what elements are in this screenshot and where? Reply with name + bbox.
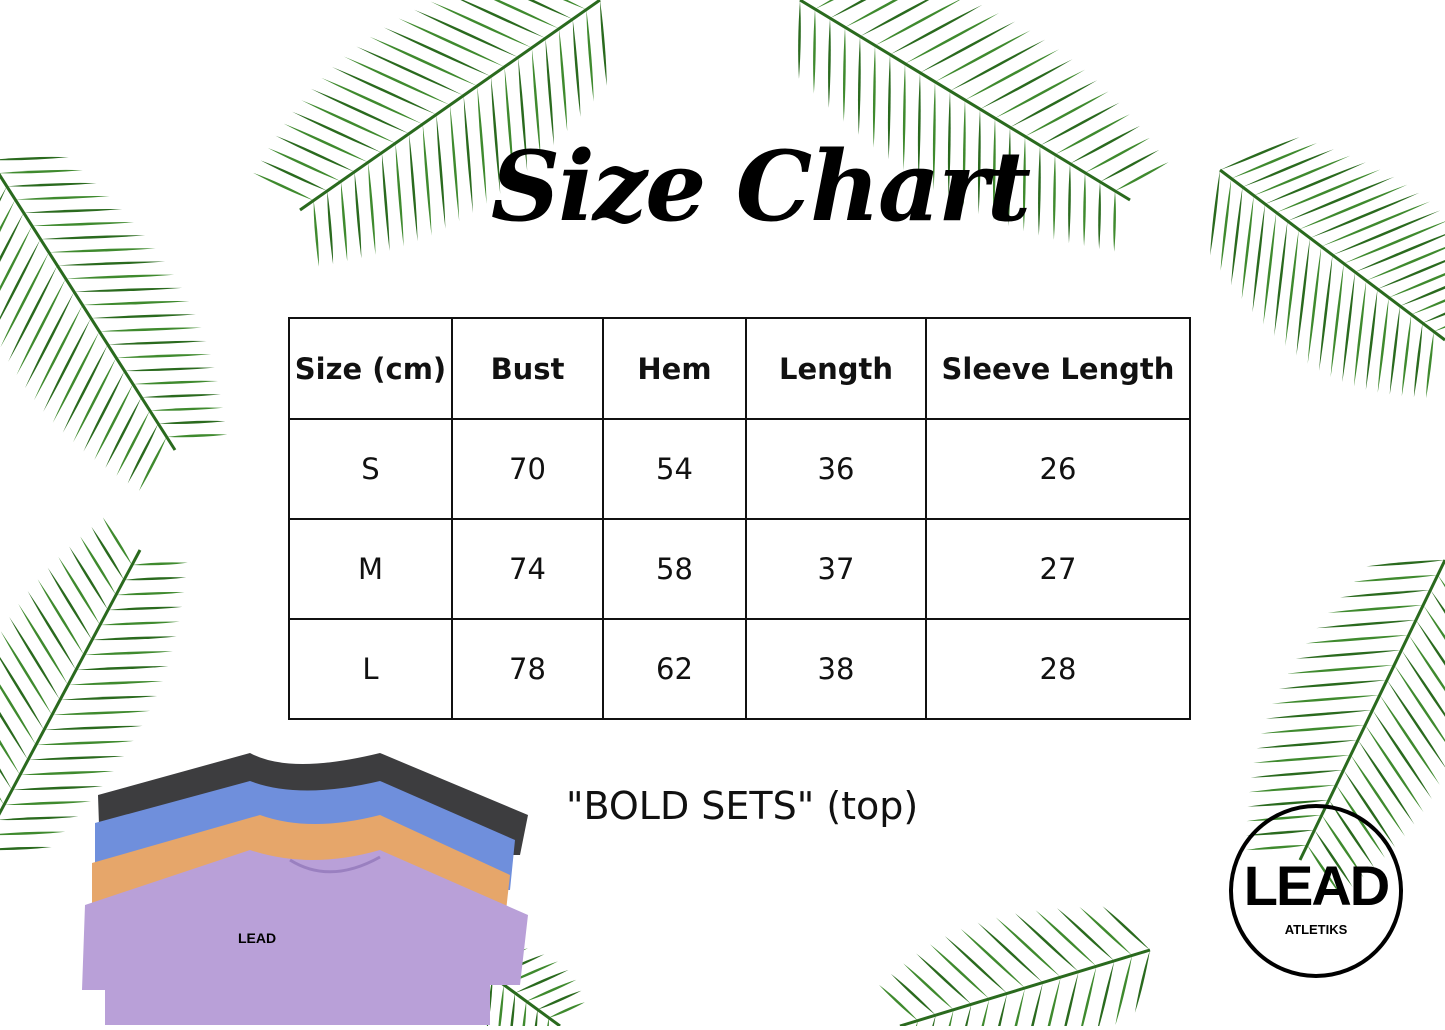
palm-frond [1210,137,1445,399]
header-cell: Hem [602,317,747,420]
table-cell: L [288,618,453,720]
header-cell: Size (cm) [288,317,453,420]
table-row: S 70 54 36 26 [288,418,1191,520]
palm-frond [798,0,1169,252]
table-cell: 38 [745,618,927,720]
logo-sub: ATLETIKS [1284,922,1348,937]
table-cell: 62 [602,618,747,720]
table-cell: 26 [925,418,1191,520]
logo-main: LEAD [1243,854,1390,917]
shirt-purple [82,850,528,1025]
product-caption: "BOLD SETS" (top) [566,784,919,828]
palm-frond [253,0,607,267]
table-cell: 58 [602,518,747,620]
table-row: L 78 62 38 28 [288,618,1191,720]
shirt-logo: LEAD [238,930,277,946]
brand-logo: LEAD ATLETIKS [1229,804,1403,978]
table-cell: 37 [745,518,927,620]
table-row: M 74 58 37 27 [288,518,1191,620]
header-cell: Sleeve Length [925,317,1191,420]
table-cell: S [288,418,453,520]
table-cell: 78 [451,618,604,720]
page-title: Size Chart [490,130,1031,243]
table-cell: 27 [925,518,1191,620]
header-cell: Length [745,317,927,420]
tshirts-image [82,753,528,1025]
palm-frond [0,156,228,491]
table-cell: 28 [925,618,1191,720]
palm-frond [879,906,1151,1026]
size-table: Size (cm) Bust Hem Length Sleeve Length … [288,317,1191,720]
table-cell: 36 [745,418,927,520]
palm-frond [0,517,188,851]
table-cell: 70 [451,418,604,520]
table-header-row: Size (cm) Bust Hem Length Sleeve Length [288,317,1191,420]
header-cell: Bust [451,317,604,420]
table-cell: 54 [602,418,747,520]
table-cell: 74 [451,518,604,620]
table-cell: M [288,518,453,620]
